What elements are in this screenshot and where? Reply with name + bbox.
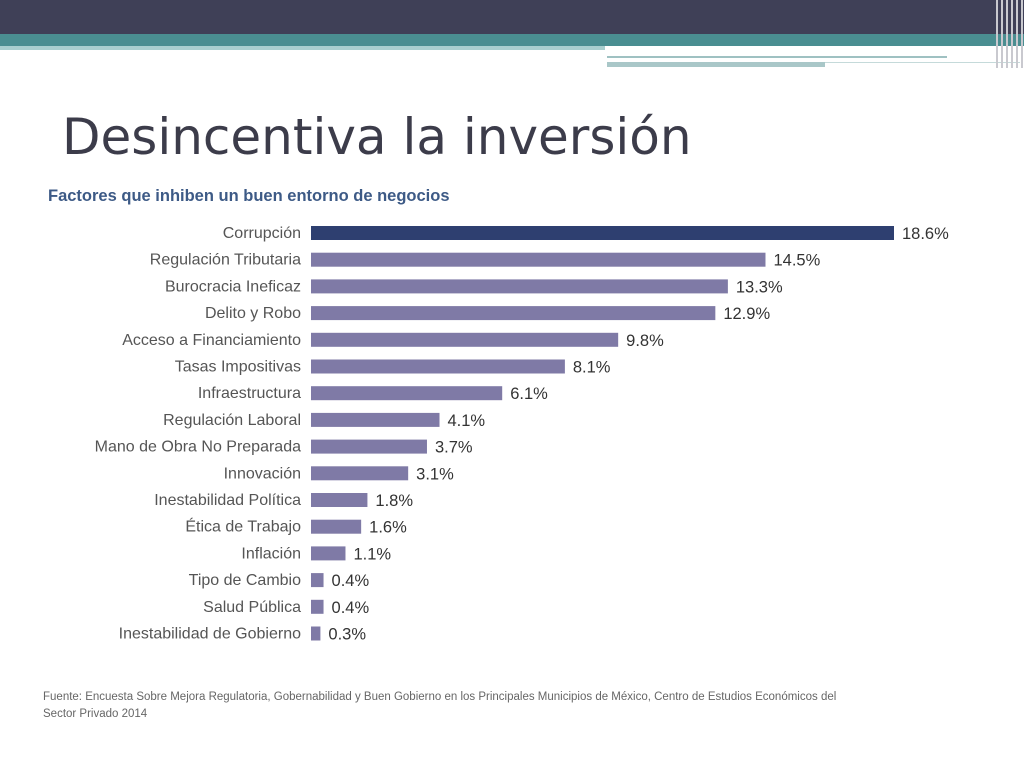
bar: [311, 279, 728, 294]
chart-title: Factores que inhiben un buen entorno de …: [48, 187, 450, 205]
value-label: 9.8%: [626, 332, 664, 350]
value-label: 12.9%: [723, 305, 770, 323]
bar: [311, 439, 427, 454]
category-label: Regulación Tributaria: [150, 252, 301, 269]
category-label: Acceso a Financiamiento: [122, 332, 301, 349]
value-label: 1.6%: [369, 519, 407, 537]
value-label: 14.5%: [773, 252, 820, 270]
category-label: Salud Pública: [203, 599, 301, 616]
value-label: 6.1%: [510, 385, 548, 403]
value-label: 8.1%: [573, 359, 611, 377]
source-note: Fuente: Encuesta Sobre Mejora Regulatori…: [43, 691, 837, 720]
category-label: Tasas Impositivas: [175, 359, 301, 376]
category-label: Infraestructura: [198, 385, 301, 402]
category-label: Inestabilidad de Gobierno: [119, 626, 301, 643]
value-label: 13.3%: [736, 278, 783, 296]
bar: [311, 573, 324, 588]
value-label: 0.3%: [328, 626, 366, 644]
bar: [311, 626, 321, 641]
category-label: Inestabilidad Política: [154, 492, 301, 509]
category-label: Delito y Robo: [205, 305, 301, 322]
value-label: 3.1%: [416, 465, 454, 483]
bar: [311, 546, 346, 561]
bar: [311, 252, 766, 267]
value-label: 0.4%: [332, 572, 370, 590]
bar: [311, 493, 368, 507]
category-label: Regulación Laboral: [163, 412, 301, 429]
bar: [311, 332, 619, 347]
category-label: Innovación: [224, 465, 301, 482]
category-label: Burocracia Ineficaz: [165, 278, 301, 295]
bar: [311, 226, 894, 240]
header-light-line: [0, 46, 605, 50]
header-teal-band: [0, 34, 1024, 46]
header-accent-line: [607, 56, 947, 58]
value-label: 3.7%: [435, 439, 473, 457]
bar: [311, 466, 409, 481]
category-label: Tipo de Cambio: [189, 572, 301, 589]
value-label: 1.1%: [353, 545, 391, 563]
value-label: 4.1%: [448, 412, 486, 430]
value-label: 1.8%: [375, 492, 413, 510]
slide-title: Desincentiva la inversión: [62, 108, 692, 166]
bar: [311, 599, 324, 614]
bar: [311, 306, 716, 321]
header-accent-line: [607, 62, 825, 67]
bar: [311, 386, 503, 401]
value-label: 0.4%: [332, 599, 370, 617]
header-stripes-decoration: [994, 0, 1024, 68]
category-label: Mano de Obra No Preparada: [95, 439, 301, 456]
category-label: Inflación: [241, 545, 301, 562]
category-label: Ética de Trabajo: [185, 517, 301, 536]
header-accent-line: [825, 62, 1020, 63]
category-label: Corrupción: [223, 225, 301, 242]
header-dark-bar: [0, 0, 1024, 34]
bar: [311, 359, 565, 374]
bar: [311, 519, 362, 534]
bar: [311, 412, 440, 427]
value-label: 18.6%: [902, 225, 949, 243]
